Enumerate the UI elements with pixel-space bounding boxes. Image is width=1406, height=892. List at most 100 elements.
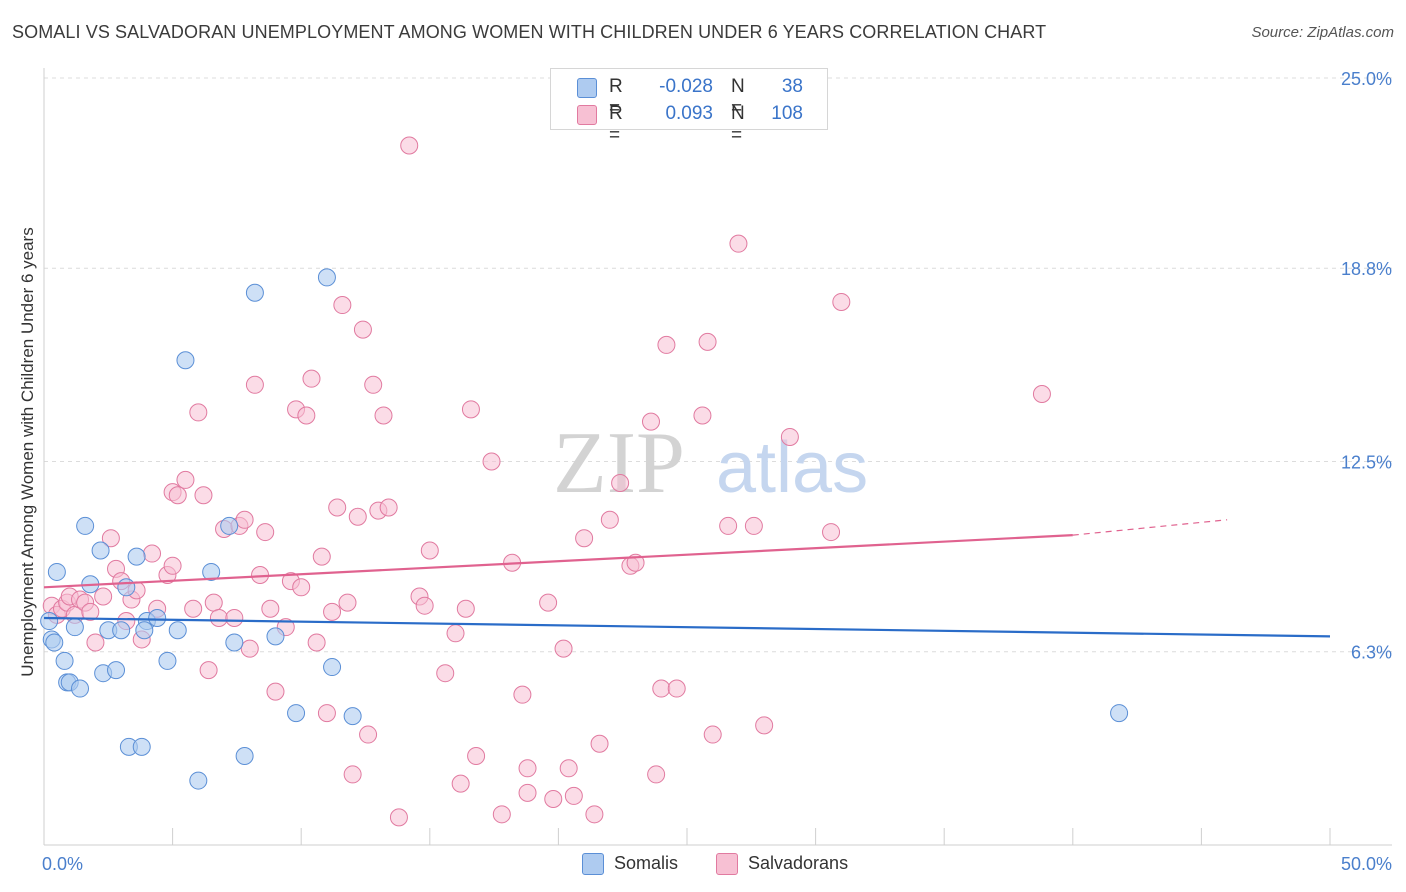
salvadoran-point — [86, 633, 105, 652]
salvadoran-point — [235, 510, 254, 529]
salvadoran-point — [611, 473, 630, 492]
salvadoran-point — [176, 470, 195, 489]
salvadoran-point — [256, 523, 275, 542]
watermark-zip: ZIP — [553, 415, 685, 512]
salvadoran-point — [240, 639, 259, 658]
salvadoran-point — [564, 786, 583, 805]
somalis-swatch — [582, 853, 604, 875]
salvadoran-point — [189, 403, 208, 422]
salvadoran-point — [101, 529, 120, 548]
salvadoran-point — [415, 596, 434, 615]
salvadoran-point — [343, 765, 362, 784]
salvadoran-point — [81, 602, 100, 621]
salvadoran-point — [729, 234, 748, 253]
salvadoran-point — [359, 725, 378, 744]
legend-r-label: R = — [609, 76, 623, 119]
salvadoran-point — [353, 320, 372, 339]
salvadoran-point — [323, 602, 342, 621]
somali-point — [168, 621, 187, 640]
salvadoran-point — [513, 685, 532, 704]
y-tick-label: 12.5% — [1341, 453, 1392, 473]
watermark: ZIP atlas — [553, 415, 868, 512]
salvadoran-point — [374, 406, 393, 425]
salvadoran-point — [328, 498, 347, 517]
somali-point — [225, 633, 244, 652]
salvadoran-point — [400, 136, 419, 155]
salvadoran-point — [575, 529, 594, 548]
salvadoran-point — [163, 556, 182, 575]
salvadoran-point — [456, 599, 475, 618]
salvadoran-point — [467, 747, 486, 766]
trend-lines — [43, 519, 1331, 638]
salvadoran-point — [266, 682, 285, 701]
somali-trend-line — [43, 616, 1331, 638]
salvadoran-point — [492, 805, 511, 824]
salvadoran-point — [302, 369, 321, 388]
salvadoran-point — [143, 544, 162, 563]
salvadoran-point — [554, 639, 573, 658]
salvadoran-point — [94, 587, 113, 606]
salvadoran-point — [832, 292, 851, 311]
somali-point — [135, 621, 154, 640]
somali-point — [343, 707, 362, 726]
somali-point — [117, 578, 136, 597]
salvadoran-point — [1032, 385, 1051, 404]
salvadoran-swatch — [577, 105, 597, 125]
legend-n-label: N = — [731, 103, 745, 146]
somali-point — [1110, 704, 1129, 723]
salvadoran-point — [461, 400, 480, 419]
salvadoran-point — [209, 608, 228, 627]
legend-n-value: 38 — [781, 76, 803, 97]
source-label: Source: ZipAtlas.com — [1251, 24, 1394, 41]
chart-title: SOMALI VS SALVADORAN UNEMPLOYMENT AMONG … — [12, 22, 1047, 42]
salvadorans-label: Salvadorans — [748, 853, 849, 873]
salvadorans-swatch — [716, 853, 738, 875]
salvadoran-point — [451, 774, 470, 793]
salvadoran-point — [199, 661, 218, 680]
salvadoran-point — [693, 406, 712, 425]
salvadoran-point — [518, 783, 537, 802]
salvadoran-point — [184, 599, 203, 618]
somali-point — [235, 747, 254, 766]
salvadoran-point — [333, 296, 352, 315]
somali-point — [76, 516, 95, 535]
salvadoran-point — [312, 547, 331, 566]
correlation-legend: R = -0.028 N = 38 R = 0.093 N = 108 — [550, 68, 828, 146]
somali-points — [40, 268, 1129, 790]
somali-swatch — [577, 78, 597, 98]
salvadoran-points — [42, 136, 1051, 827]
somali-point — [107, 661, 126, 680]
somali-point — [323, 658, 342, 677]
somali-point — [45, 633, 64, 652]
salvadoran-point — [652, 679, 671, 698]
x-tick-label: 50.0% — [1341, 854, 1392, 874]
salvadoran-point — [245, 375, 264, 394]
somali-point — [112, 621, 131, 640]
salvadoran-point — [600, 510, 619, 529]
somali-point — [176, 351, 195, 370]
salvadoran-point — [482, 452, 501, 471]
axes — [43, 68, 1392, 846]
gridlines — [44, 77, 1392, 653]
somali-point — [91, 541, 110, 560]
y-tick-label: 18.8% — [1341, 259, 1392, 279]
somali-point — [189, 771, 208, 790]
salvadoran-point — [559, 759, 578, 778]
legend-n-label: N = — [731, 76, 745, 119]
salvadoran-point — [647, 765, 666, 784]
somali-point — [220, 516, 239, 535]
salvadoran-point — [194, 486, 213, 505]
somali-point — [47, 562, 66, 581]
y-axis-label: Unemployment Among Women with Children U… — [18, 227, 37, 677]
series-legend: Somalis Salvadorans — [0, 852, 1406, 878]
somali-point — [55, 651, 74, 670]
somali-point — [158, 651, 177, 670]
salvadoran-point — [436, 664, 455, 683]
somali-point — [202, 562, 221, 581]
somali-point — [245, 283, 264, 302]
salvadoran-point — [518, 759, 537, 778]
salvadoran-point — [539, 593, 558, 612]
tick-labels: 6.3% 12.5% 18.8% 25.0% 0.0% 50.0% — [42, 69, 1392, 874]
salvadoran-point — [364, 375, 383, 394]
